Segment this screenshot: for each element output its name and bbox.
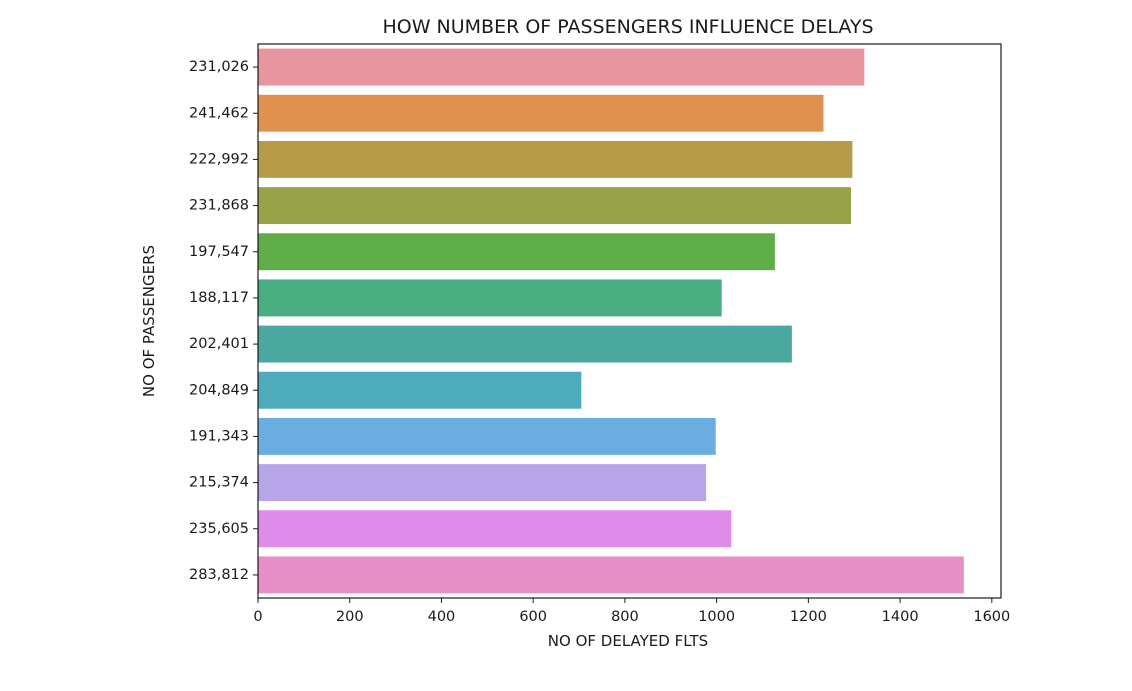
y-tick-label: 283,812 — [189, 567, 249, 583]
y-tick-label: 222,992 — [189, 151, 249, 167]
y-tick-label: 191,343 — [189, 428, 249, 444]
x-tick-label: 800 — [611, 609, 639, 625]
bar — [258, 94, 824, 132]
x-tick-label: 1600 — [973, 609, 1010, 625]
y-tick-label: 204,849 — [189, 382, 249, 398]
bar — [258, 556, 964, 594]
x-axis: 0 200 400 600 800 1000 1200 1400 1600 — [253, 598, 1010, 625]
bar — [258, 464, 707, 502]
y-tick-label: 188,117 — [189, 290, 249, 306]
x-tick-label: 200 — [336, 609, 364, 625]
y-tick-label: 241,462 — [189, 105, 249, 121]
bars-group — [258, 48, 964, 594]
bar — [258, 510, 732, 548]
y-tick-label: 235,605 — [189, 521, 249, 537]
x-tick-label: 600 — [519, 609, 547, 625]
chart-title: HOW NUMBER OF PASSENGERS INFLUENCE DELAY… — [382, 16, 873, 38]
bar — [258, 371, 582, 409]
x-tick-label: 0 — [253, 609, 262, 625]
bar — [258, 140, 853, 178]
x-tick-label: 1200 — [790, 609, 827, 625]
x-tick-label: 400 — [428, 609, 456, 625]
y-tick-label: 231,026 — [189, 59, 249, 75]
bar — [258, 417, 716, 455]
bar — [258, 325, 792, 363]
x-tick-label: 1400 — [882, 609, 919, 625]
y-tick-label: 231,868 — [189, 198, 249, 214]
y-axis: 231,026 241,462 222,992 231,868 197,547 188,1… — [189, 59, 258, 583]
bar — [258, 233, 775, 271]
bar — [258, 279, 722, 317]
x-axis-title: NO OF DELAYED FLTS — [548, 632, 708, 650]
y-tick-label: 215,374 — [189, 475, 249, 491]
y-axis-title: NO OF PASSENGERS — [140, 245, 158, 397]
x-tick-label: 1000 — [698, 609, 735, 625]
y-tick-label: 202,401 — [189, 336, 249, 352]
plot-frame — [257, 43, 1002, 599]
bar — [258, 187, 852, 225]
bar — [258, 48, 865, 86]
y-tick-label: 197,547 — [189, 244, 249, 260]
